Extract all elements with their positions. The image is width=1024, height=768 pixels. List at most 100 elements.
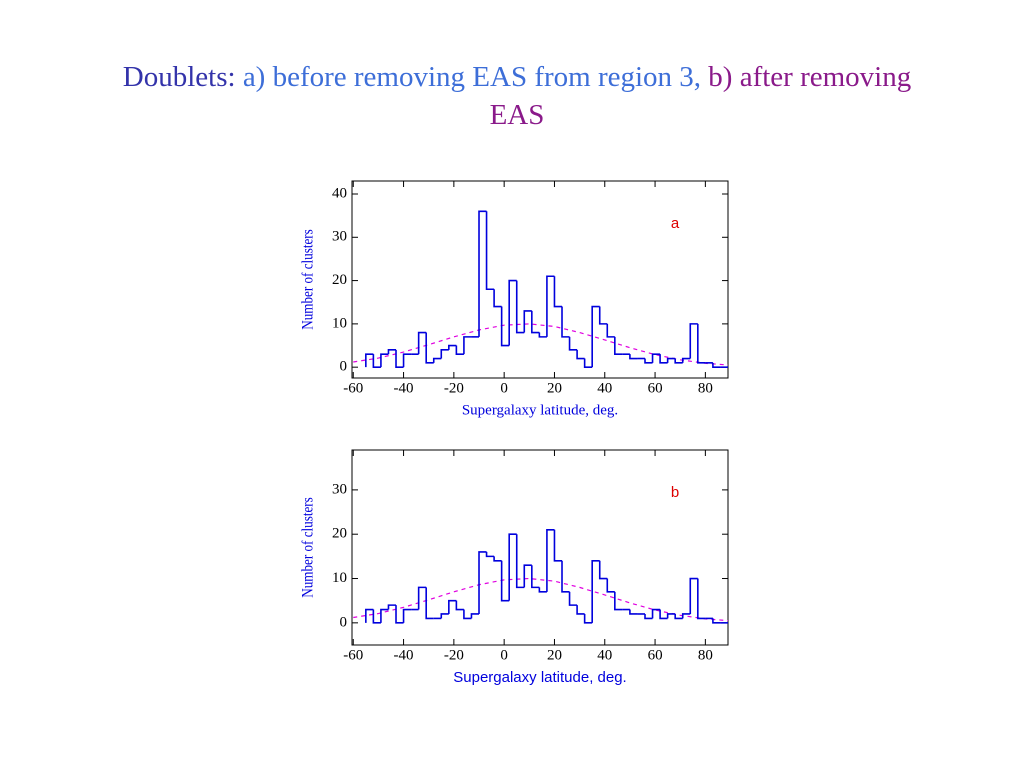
histogram-bin [674, 358, 683, 364]
histogram-bin [463, 609, 472, 620]
histogram-bin [493, 289, 502, 308]
x-tick-label: 0 [500, 647, 508, 663]
x-tick-label: 80 [698, 647, 713, 663]
histogram-bin [614, 336, 623, 355]
histogram-bin [500, 560, 510, 602]
histogram-bin [372, 609, 381, 624]
x-axis-label: Supergalaxy latitude, deg. [453, 669, 626, 686]
histogram-bin [493, 556, 502, 562]
x-tick-label: -60 [343, 647, 363, 663]
histogram-bin [387, 604, 397, 610]
histogram-bin [659, 609, 668, 620]
histogram-bin [644, 358, 653, 364]
histogram-bin [478, 210, 487, 337]
histogram-bin [666, 613, 676, 619]
histogram-bin [576, 605, 585, 615]
panel-label: a [671, 215, 680, 232]
histogram-bin [470, 613, 480, 619]
histogram-bin [380, 353, 389, 368]
histogram-bin [546, 275, 555, 337]
histogram-bin [651, 353, 661, 363]
histogram-bin [500, 306, 510, 347]
fit-curve [353, 577, 729, 622]
histogram-bin [591, 305, 600, 368]
histogram-bin [508, 279, 517, 346]
histogram-bin [365, 608, 374, 623]
y-tick-label: 0 [340, 614, 348, 630]
histogram-bin [395, 349, 404, 368]
histogram-bin [478, 551, 487, 614]
x-tick-label: 20 [547, 647, 562, 663]
panel-label: b [671, 484, 679, 501]
histogram-bin [440, 349, 449, 359]
x-tick-label: -20 [444, 380, 464, 396]
histogram-bin [515, 534, 525, 589]
histogram-bin [598, 306, 608, 325]
y-tick-label: 30 [332, 481, 347, 497]
x-tick-label: -40 [394, 380, 414, 396]
histogram-bin [425, 587, 434, 620]
histogram-bin [606, 323, 615, 338]
y-tick-label: 10 [332, 315, 347, 331]
x-tick-label: 80 [698, 380, 713, 396]
x-tick-label: -20 [444, 647, 464, 663]
plot-frame [351, 180, 729, 379]
histogram-bin [697, 578, 706, 620]
y-tick-label: 40 [332, 185, 347, 201]
histogram-bin [606, 578, 615, 593]
histogram-bin [448, 599, 457, 614]
histogram-bin [629, 354, 638, 360]
histogram-bin [425, 332, 434, 364]
y-tick-label: 20 [332, 272, 347, 288]
histogram-bin [546, 528, 555, 592]
histogram-bin [380, 608, 389, 623]
histogram-bin [712, 618, 721, 624]
histogram-bin [674, 613, 683, 620]
histogram-bin [598, 560, 608, 580]
histogram-bin [568, 591, 578, 606]
x-axis-label: Supergalaxy latitude, deg. [462, 402, 618, 418]
y-tick-label: 10 [332, 570, 347, 586]
title-part: b) after removing EAS [489, 61, 912, 131]
x-tick-label: 60 [648, 380, 663, 396]
histogram-bin [553, 276, 563, 308]
histogram-bin [591, 559, 600, 623]
histogram-bin [463, 336, 472, 355]
y-tick-label: 0 [340, 359, 348, 375]
histogram-bin [417, 331, 427, 355]
histogram-bin [614, 591, 623, 611]
x-tick-label: 20 [547, 380, 562, 396]
histogram-bin [432, 357, 442, 363]
histogram-bin [485, 551, 495, 558]
histogram-bin [681, 357, 691, 363]
fit-curve [353, 323, 729, 366]
histogram-bin [372, 354, 381, 368]
histogram-bin [485, 211, 495, 291]
histogram-bin [508, 533, 517, 601]
histogram-bin [531, 310, 540, 334]
histogram-bin [561, 560, 570, 593]
title-part: Doublets: [122, 61, 236, 93]
x-tick-label: -60 [343, 380, 363, 396]
histogram-bin [395, 605, 404, 624]
histogram-bin [583, 358, 593, 368]
x-tick-label: 40 [597, 380, 612, 396]
slide-title: Doublets: a) before removing EAS from re… [112, 58, 922, 134]
histogram-bin [689, 577, 698, 614]
y-axis-label: Number of clusters [300, 229, 317, 330]
plot-frame [351, 449, 729, 646]
histogram-bin [417, 586, 427, 610]
histogram-bin [651, 608, 661, 619]
histogram-bin [523, 310, 532, 333]
histogram-bin [561, 306, 570, 338]
x-tick-label: 40 [597, 647, 612, 663]
histogram-bin [531, 565, 540, 589]
histogram-bin [538, 332, 547, 338]
histogram-bin [666, 357, 676, 363]
histogram-bin [365, 353, 374, 368]
y-tick-label: 20 [332, 526, 347, 542]
histogram-bin [448, 344, 457, 350]
histogram-bin [583, 613, 593, 624]
